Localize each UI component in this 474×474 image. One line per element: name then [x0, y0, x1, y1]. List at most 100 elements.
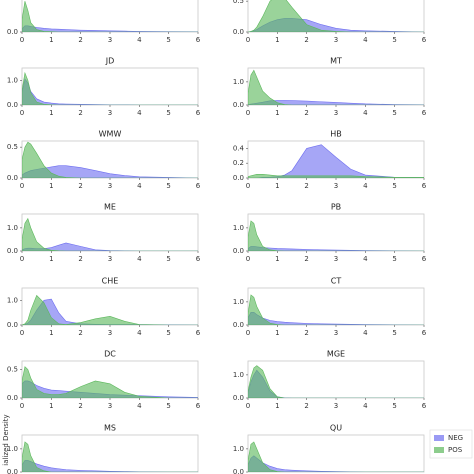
panel-title: CHE — [102, 277, 119, 286]
density-area — [248, 311, 424, 325]
panel-title: CT — [331, 277, 342, 286]
x-tick-label: 6 — [422, 255, 427, 263]
x-tick-label: 3 — [108, 255, 112, 263]
x-tick-label: 0 — [20, 329, 24, 337]
x-tick-label: 0 — [20, 36, 24, 44]
panel-frame — [247, 213, 425, 252]
y-tick-label: 0.0 — [233, 321, 244, 329]
density-area — [248, 69, 424, 105]
y-tick-label: 0.0 — [233, 28, 244, 36]
legend-swatch — [434, 447, 444, 453]
density-area — [22, 78, 198, 105]
x-tick-label: 2 — [78, 36, 82, 44]
plot-area — [22, 141, 198, 178]
x-tick-label: 1 — [275, 402, 279, 410]
x-tick-label: 2 — [304, 182, 308, 190]
plot-area — [22, 1, 198, 32]
x-tick-label: 1 — [49, 109, 53, 117]
x-tick-label: 0 — [20, 109, 24, 117]
x-tick-label: 6 — [422, 109, 427, 117]
x-tick-label: 2 — [304, 255, 308, 263]
y-tick-label: 0.0 — [233, 394, 244, 402]
x-tick-label: 0 — [246, 109, 250, 117]
y-tick-label: 0.0 — [7, 321, 18, 329]
x-tick-label: 6 — [196, 36, 201, 44]
x-tick-label: 6 — [196, 255, 201, 263]
x-tick-label: 3 — [108, 109, 112, 117]
panel-frame — [21, 67, 199, 106]
panel-title: HB — [330, 130, 342, 139]
panel-frame — [247, 434, 425, 473]
x-tick-label: 3 — [108, 329, 112, 337]
y-tick-label: 0.0 — [233, 468, 244, 474]
x-tick-label: 0 — [20, 255, 24, 263]
y-tick-label: 0.0 — [7, 101, 18, 109]
x-tick-label: 6 — [196, 182, 201, 190]
x-tick-label: 5 — [166, 329, 170, 337]
panel-frame — [247, 67, 425, 106]
y-tick-label: 1.0 — [7, 224, 18, 232]
legend-box — [429, 429, 473, 459]
x-tick-label: 4 — [363, 329, 368, 337]
plot-area — [22, 294, 198, 325]
y-tick-label: 0.2 — [233, 159, 244, 167]
x-tick-label: 2 — [78, 402, 82, 410]
x-tick-label: 3 — [334, 182, 338, 190]
legend-label: POS — [448, 446, 463, 454]
plot-area — [248, 365, 424, 398]
y-tick-label: 0.0 — [233, 174, 244, 182]
y-tick-label: 0.0 — [7, 174, 18, 182]
x-tick-label: 4 — [137, 36, 142, 44]
x-tick-label: 5 — [166, 36, 170, 44]
x-tick-label: 6 — [422, 36, 427, 44]
y-tick-label: 0.0 — [7, 247, 18, 255]
legend-swatch — [434, 435, 444, 441]
y-tick-label: 0.0 — [233, 247, 244, 255]
x-tick-label: 3 — [108, 36, 112, 44]
x-tick-label: 0 — [246, 255, 250, 263]
plot-area — [248, 0, 424, 32]
x-tick-label: 4 — [137, 109, 142, 117]
x-tick-label: 2 — [78, 329, 82, 337]
y-tick-label: 0.0 — [7, 468, 18, 474]
panel-title: JD — [105, 57, 115, 66]
x-tick-label: 1 — [49, 402, 53, 410]
x-tick-label: 2 — [304, 329, 308, 337]
x-tick-label: 2 — [304, 109, 308, 117]
density-area — [248, 174, 424, 178]
plot-area — [22, 217, 198, 251]
x-tick-label: 4 — [137, 182, 142, 190]
x-tick-label: 4 — [363, 109, 368, 117]
legend-label: NEG — [448, 434, 463, 442]
x-tick-label: 5 — [166, 182, 170, 190]
plot-area — [248, 220, 424, 251]
panel-title: MS — [104, 424, 116, 433]
panel-frame — [247, 287, 425, 326]
x-tick-label: 3 — [334, 109, 338, 117]
x-tick-label: 1 — [275, 182, 279, 190]
x-tick-label: 5 — [392, 329, 396, 337]
y-tick-label: 0.4 — [233, 144, 245, 152]
density-area — [248, 455, 424, 472]
density-area — [22, 141, 198, 178]
y-tick-label: 1.0 — [7, 296, 18, 304]
panel-title: ME — [104, 203, 116, 212]
panel-title: PB — [331, 203, 341, 212]
density-area — [248, 294, 424, 325]
plot-area — [248, 69, 424, 105]
y-tick-label: 1.0 — [233, 78, 244, 86]
x-tick-label: 0 — [20, 402, 24, 410]
x-tick-label: 4 — [137, 255, 142, 263]
x-tick-label: 4 — [137, 402, 142, 410]
panel-title: MGE — [327, 350, 345, 359]
x-tick-label: 6 — [196, 329, 201, 337]
y-tick-label: 1.0 — [233, 224, 244, 232]
x-tick-label: 1 — [49, 255, 53, 263]
x-tick-label: 2 — [304, 36, 308, 44]
plot-area — [22, 366, 198, 398]
x-tick-label: 6 — [422, 182, 427, 190]
x-tick-label: 3 — [108, 182, 112, 190]
plot-area — [248, 144, 424, 178]
x-tick-label: 1 — [275, 36, 279, 44]
x-tick-label: 2 — [78, 109, 82, 117]
